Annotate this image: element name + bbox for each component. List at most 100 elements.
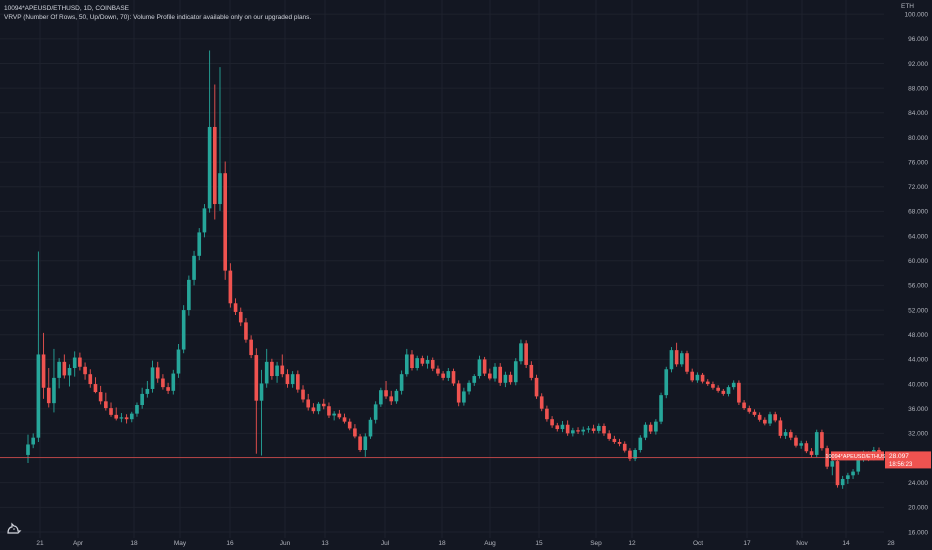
candle — [373, 401, 378, 424]
candle — [57, 358, 61, 389]
candle-body — [119, 417, 124, 419]
candle — [851, 469, 855, 479]
candle — [482, 356, 487, 377]
candle — [846, 472, 850, 484]
candle — [321, 398, 326, 410]
candle — [135, 402, 139, 417]
y-tick-label: 68.000 — [908, 209, 928, 216]
candle — [104, 392, 108, 411]
candle — [685, 350, 689, 375]
candle-body — [78, 357, 82, 367]
time-axis[interactable]: 21 Apr 18 May 16 Jun 13 Jul 18 Aug 15 Sep 12 Oct 17 Nov… — [36, 540, 895, 547]
x-tick-label: May — [174, 540, 187, 547]
candle — [109, 402, 113, 417]
candle-body — [721, 390, 726, 394]
y-tick-label: 36.000 — [908, 406, 928, 413]
candle — [617, 438, 622, 447]
candle — [124, 414, 129, 424]
candle-body — [446, 371, 451, 378]
candle-body — [249, 339, 253, 356]
candle-body — [809, 451, 814, 455]
y-tick-label: 16.000 — [908, 529, 928, 536]
candle-body — [690, 371, 695, 381]
x-tick-label: Jul — [381, 540, 390, 547]
candle — [161, 374, 165, 390]
candle — [716, 385, 720, 393]
candle-body — [181, 310, 186, 350]
candle — [788, 429, 793, 441]
candle — [425, 355, 430, 369]
candle-body — [436, 368, 440, 374]
candle — [316, 401, 321, 415]
indicator-line[interactable]: VRVP (Number Of Rows, 50, Up/Down, 70): … — [4, 14, 312, 21]
candle-body — [778, 420, 783, 436]
candle-body — [757, 414, 762, 420]
candle — [363, 433, 368, 457]
candle — [648, 422, 653, 434]
candle-body — [773, 414, 778, 421]
candle-body — [685, 353, 689, 372]
candle-body — [410, 354, 414, 369]
candle — [695, 372, 700, 383]
candle — [389, 390, 394, 406]
candle — [555, 422, 560, 432]
candle — [171, 369, 176, 395]
candle — [145, 380, 150, 398]
candle-body — [555, 425, 560, 430]
candle — [187, 275, 191, 316]
candle-body — [830, 461, 835, 467]
candle — [78, 352, 82, 371]
candle — [233, 298, 238, 316]
candle-body — [238, 311, 243, 323]
candle — [301, 385, 305, 403]
y-tick-label: 44.000 — [908, 357, 928, 364]
candle — [342, 413, 347, 424]
y-tick-label: 48.000 — [908, 332, 928, 339]
candle — [622, 441, 627, 453]
x-tick-label: 21 — [36, 540, 44, 547]
candle — [228, 263, 233, 308]
candle-body — [550, 419, 554, 426]
candle — [747, 405, 752, 414]
candle-body — [856, 458, 861, 472]
candle-body — [545, 408, 549, 420]
candle — [46, 368, 51, 408]
candle — [809, 448, 814, 458]
candle-body — [571, 430, 575, 434]
chart-header: 10094*APEUSD/ETHUSD, 1D, COINBASE VRVP (… — [4, 4, 311, 22]
candle-body — [207, 126, 212, 209]
tradingview-logo-icon[interactable] — [6, 520, 22, 536]
candle — [783, 429, 788, 439]
x-tick-label: 14 — [842, 540, 850, 547]
symbol-line[interactable]: 10094*APEUSD/ETHUSD, 1D, COINBASE — [4, 5, 129, 12]
candle — [503, 371, 508, 388]
candle-body — [321, 403, 326, 407]
candle — [643, 422, 648, 441]
price-axis[interactable]: 100.000 96.000 92.000 88.000 84.000 80.000 76.… — [905, 11, 929, 536]
price-tag: 10094*APEUSD/ETHUSD 28.097 18:56:23 — [825, 451, 931, 469]
candle-body — [311, 407, 316, 412]
y-tick-label: 24.000 — [908, 480, 928, 487]
candle-body — [140, 393, 144, 406]
candle — [659, 392, 663, 425]
candle-body — [804, 443, 809, 452]
candle — [264, 348, 269, 388]
candle-body — [835, 461, 840, 486]
candle-body — [26, 444, 30, 455]
candle-body — [327, 406, 331, 416]
candle — [586, 425, 591, 433]
candle-body — [493, 366, 497, 379]
candle-body — [31, 437, 36, 445]
y-tick-label: 40.000 — [908, 381, 928, 388]
candle — [140, 387, 144, 409]
candle — [820, 429, 824, 451]
candle — [498, 363, 503, 386]
candle — [384, 380, 388, 399]
y-tick-label: 56.000 — [908, 283, 928, 290]
y-tick-label: 96.000 — [908, 36, 928, 43]
candle — [441, 371, 445, 381]
candle-body — [135, 405, 139, 414]
candle — [197, 228, 202, 261]
candle-body — [280, 365, 285, 375]
